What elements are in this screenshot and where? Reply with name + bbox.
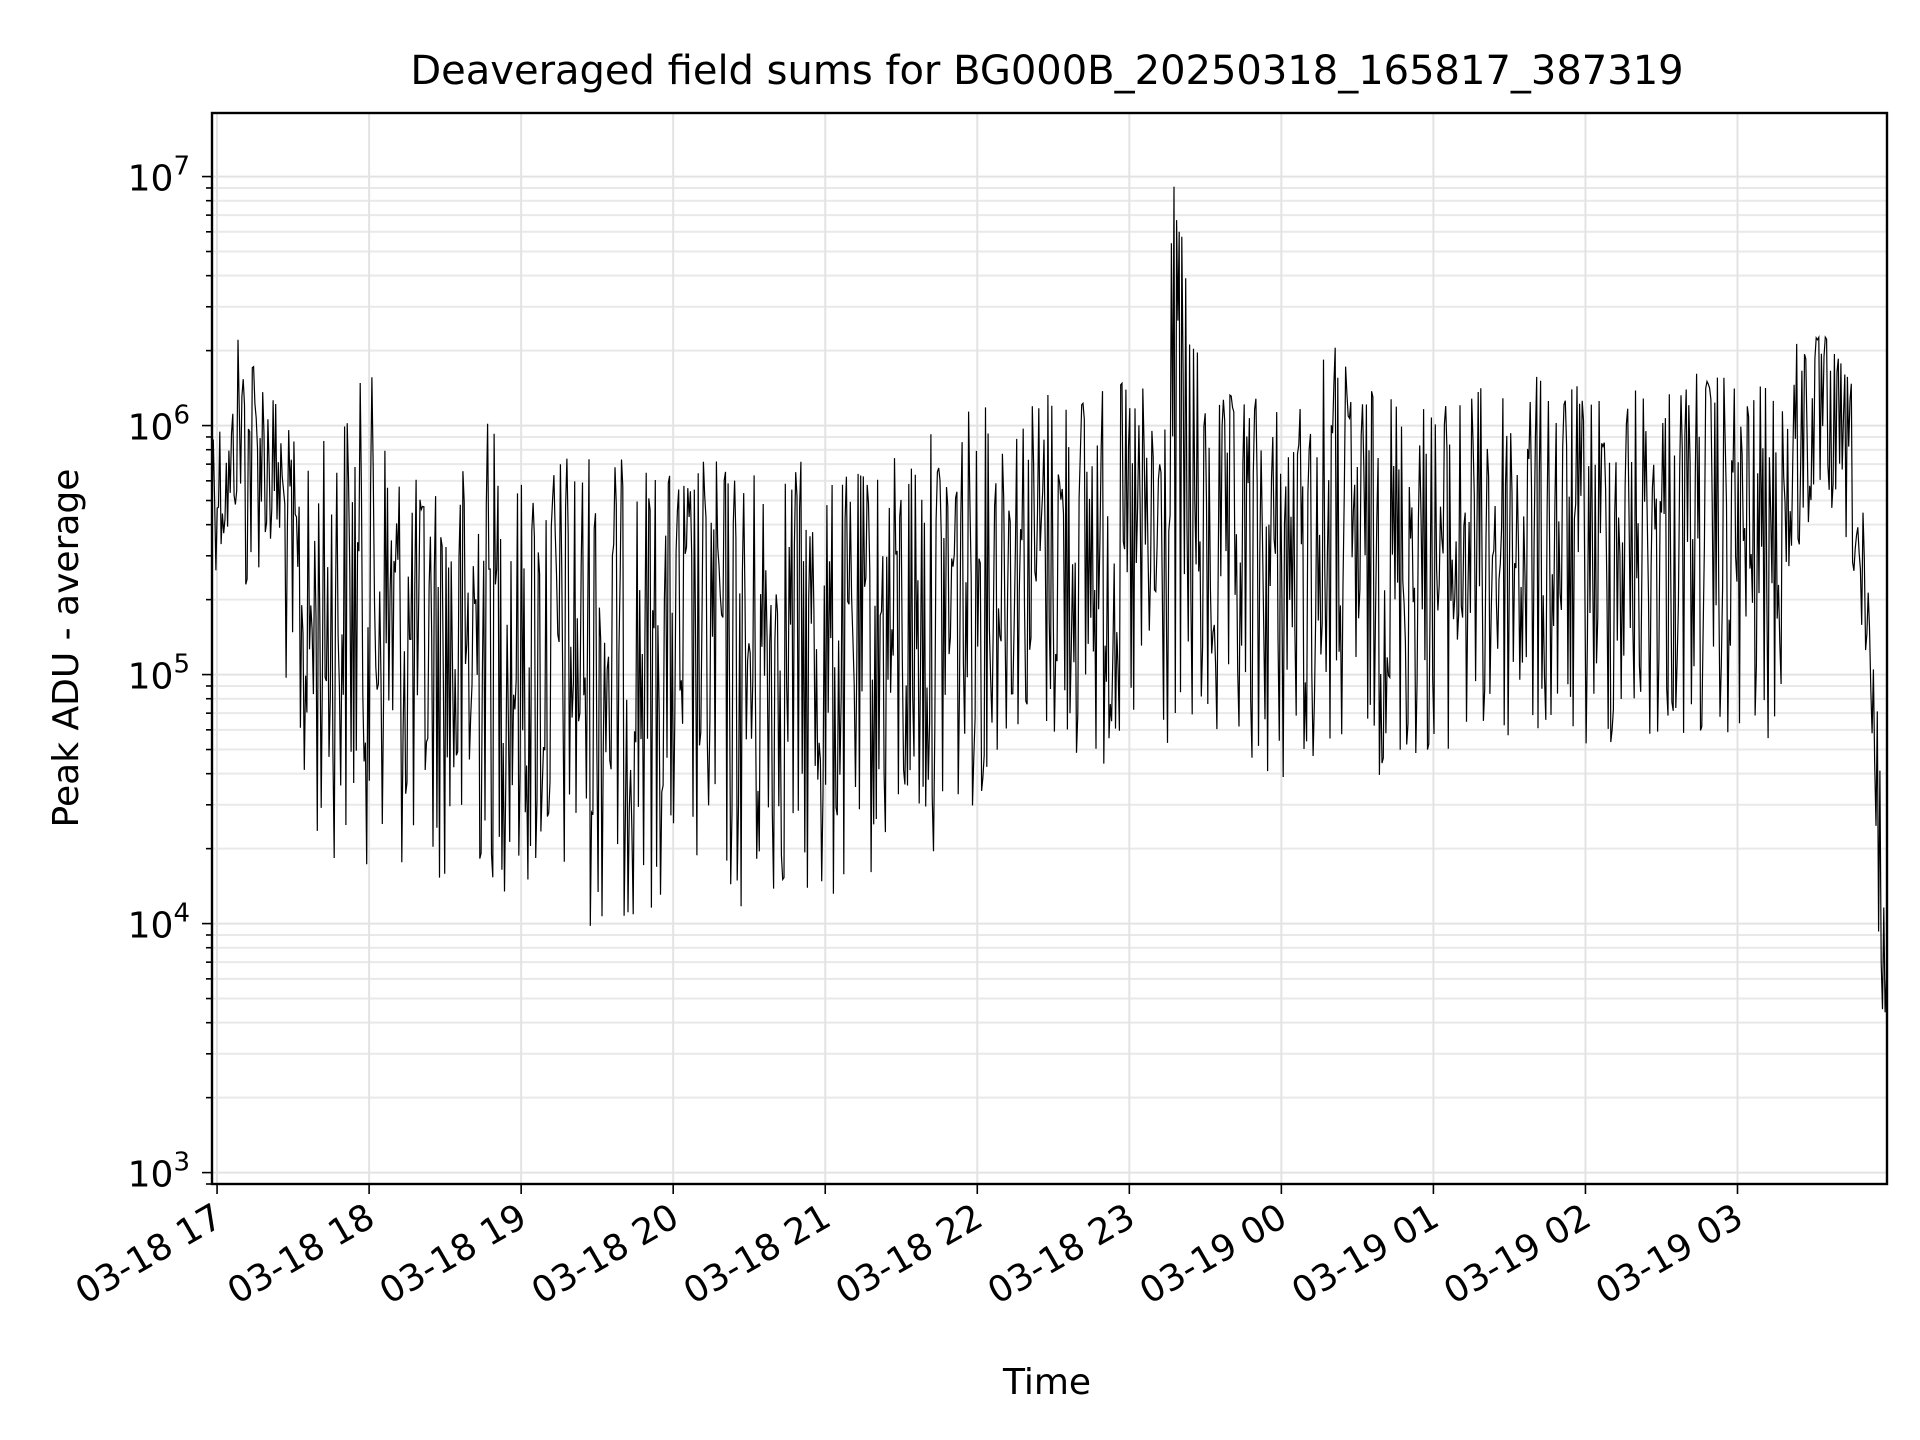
x-tick-label: 03-19 01 bbox=[1285, 1196, 1446, 1312]
x-tick-label: 03-19 02 bbox=[1437, 1196, 1598, 1312]
y-tick-label: 103 bbox=[128, 1148, 190, 1196]
x-tick-label: 03-18 20 bbox=[525, 1196, 686, 1312]
y-tick-label: 107 bbox=[128, 152, 190, 200]
x-tick-label: 03-18 19 bbox=[373, 1196, 534, 1312]
x-tick-label: 03-18 22 bbox=[829, 1196, 990, 1312]
x-tick-label: 03-19 03 bbox=[1589, 1196, 1750, 1312]
x-tick-label: 03-18 21 bbox=[677, 1196, 838, 1312]
x-tick-label: 03-18 23 bbox=[981, 1196, 1142, 1312]
y-tick-label: 106 bbox=[128, 401, 190, 449]
chart-title: Deaveraged field sums for BG000B_2025031… bbox=[410, 48, 1683, 94]
y-tick-label: 105 bbox=[128, 650, 190, 698]
x-tick-label: 03-18 17 bbox=[69, 1196, 230, 1312]
series-line-group bbox=[211, 186, 1887, 1013]
plot-frame bbox=[210, 111, 1889, 1186]
x-axis-label: Time bbox=[1002, 1362, 1091, 1403]
y-axis-label: Peak ADU - average bbox=[46, 469, 87, 828]
series-line bbox=[211, 186, 1887, 1013]
y-tick-label: 104 bbox=[128, 899, 190, 947]
y-axis: 103 104 105 106 107 bbox=[128, 152, 212, 1196]
x-tick-label: 03-18 18 bbox=[221, 1196, 382, 1312]
x-tick-label: 03-19 00 bbox=[1133, 1196, 1294, 1312]
